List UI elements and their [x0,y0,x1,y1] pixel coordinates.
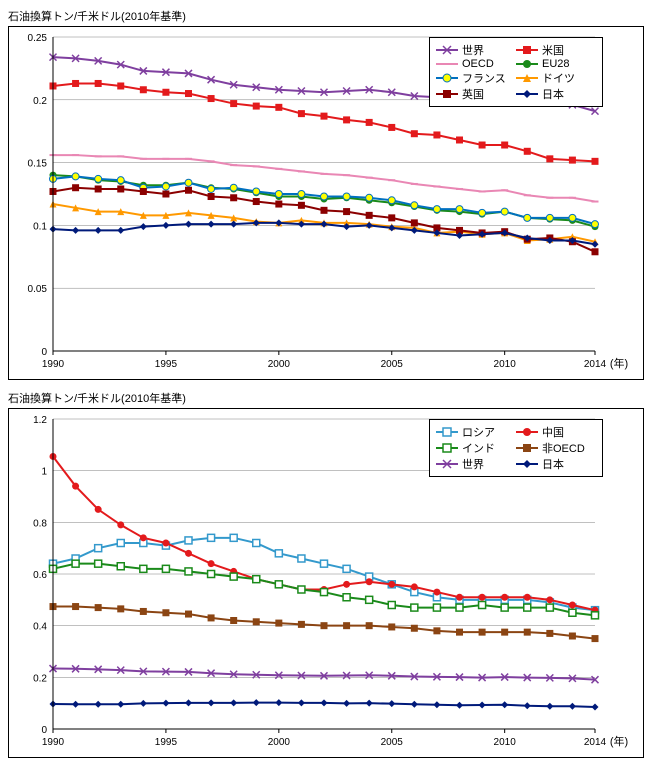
legend-label: インド [462,440,495,456]
svg-text:0.25: 0.25 [28,33,48,44]
legend-label: 英国 [462,86,484,102]
svg-text:(年): (年) [610,356,628,370]
svg-text:0.1: 0.1 [33,221,47,232]
svg-text:2000: 2000 [268,737,291,748]
legend-label: EU28 [542,58,570,70]
svg-text:2014: 2014 [584,737,607,748]
legend-item: 日本 [516,456,586,472]
legend-item: OECD [436,58,506,70]
svg-text:1990: 1990 [42,359,65,370]
legend-label: 世界 [462,42,484,58]
legend-label: 非OECD [542,440,585,456]
legend-item: EU28 [516,58,586,70]
legend-item: 非OECD [516,440,586,456]
chart2-legend: ロシア 中国 インド 非OECD 世界 日本 [429,419,603,477]
legend-label: 日本 [542,86,564,102]
legend-item: 世界 [436,456,506,472]
legend-item: 英国 [436,86,506,102]
svg-text:2005: 2005 [381,737,404,748]
svg-text:0.15: 0.15 [28,159,48,170]
legend-item: 世界 [436,42,506,58]
svg-text:1.2: 1.2 [33,415,47,426]
svg-text:0: 0 [41,347,47,358]
legend-label: 世界 [462,456,484,472]
legend-item: ドイツ [516,70,586,86]
chart1-container: 世界 米国 OECD EU28 フランス ドイツ 英国 日本 [8,26,644,380]
legend-label: OECD [462,58,494,70]
svg-text:0.4: 0.4 [33,622,47,633]
legend-item: フランス [436,70,506,86]
legend-item: 中国 [516,424,586,440]
legend-item: ロシア [436,424,506,440]
svg-text:2010: 2010 [494,359,517,370]
svg-text:2005: 2005 [381,359,404,370]
chart1-legend: 世界 米国 OECD EU28 フランス ドイツ 英国 日本 [429,37,603,107]
svg-text:2014: 2014 [584,359,607,370]
legend-label: ロシア [462,424,495,440]
svg-text:0.8: 0.8 [33,518,47,529]
legend-label: フランス [462,70,506,86]
legend-label: 米国 [542,42,564,58]
svg-text:1: 1 [41,467,47,478]
svg-text:(年): (年) [610,734,628,748]
legend-item: 米国 [516,42,586,58]
svg-text:0: 0 [41,725,47,736]
svg-text:0.6: 0.6 [33,570,47,581]
legend-item: 日本 [516,86,586,102]
svg-text:0.2: 0.2 [33,96,47,107]
svg-text:1995: 1995 [155,359,178,370]
chart2-y-title: 石油換算トン/千米ドル(2010年基準) [8,390,642,406]
chart2-container: ロシア 中国 インド 非OECD 世界 日本 0 0.2 0.4 0.6 0.8 1 1.2… [8,408,644,758]
svg-text:1995: 1995 [155,737,178,748]
svg-text:0.2: 0.2 [33,673,47,684]
legend-label: 中国 [542,424,564,440]
chart1-y-title: 石油換算トン/千米ドル(2010年基準) [8,8,642,24]
legend-label: ドイツ [542,70,575,86]
legend-item: インド [436,440,506,456]
svg-text:2010: 2010 [494,737,517,748]
svg-text:2000: 2000 [268,359,291,370]
legend-label: 日本 [542,456,564,472]
svg-text:0.05: 0.05 [28,284,48,295]
svg-text:1990: 1990 [42,737,65,748]
